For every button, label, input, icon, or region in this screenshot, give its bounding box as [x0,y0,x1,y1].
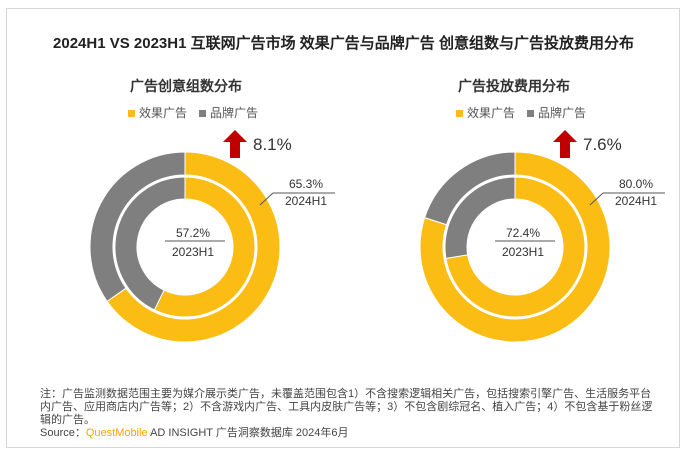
frame [6,8,680,448]
leader-line [589,192,604,206]
left-legend: 效果广告 品牌广告 [128,104,258,121]
note-text: 注：广告监测数据范围主要为媒介展示类广告，未覆盖范围包含1）不含搜索逻辑相关广告… [40,388,653,426]
slice-effect-2023H1 [153,176,256,318]
growth-value: 7.6% [583,135,622,154]
slice-effect-2024H1 [106,151,281,343]
legend-brand: 品牌广告 [527,104,586,121]
right-chart-title: 广告投放费用分布 [458,78,570,94]
source-line: Source：QuestMobile AD INSIGHT 广告洞察数据库 20… [40,427,349,439]
footnote: 注：广告监测数据范围主要为媒介展示类广告，未覆盖范围包含1）不含搜索逻辑相关广告… [40,388,660,440]
label-2023-year: 2023H1 [502,245,544,259]
label-2024-value: 80.0% [619,177,653,191]
label-2024-value: 65.3% [289,177,323,191]
label-2023-value: 57.2% [176,226,210,240]
slice-brand-2024H1 [89,151,186,303]
chart-title: 2024H1 VS 2023H1 互联网广告市场 效果广告与品牌广告 创意组数与… [53,35,634,52]
up-arrow-icon [223,130,247,158]
slice-effect-2023H1 [445,176,586,318]
slice-brand-2024H1 [424,151,516,226]
label-2023-value: 72.4% [506,226,540,240]
legend-effect: 效果广告 [128,104,187,121]
legend-effect: 效果广告 [456,104,515,121]
right-legend: 效果广告 品牌广告 [456,104,586,121]
legend-brand: 品牌广告 [199,104,258,121]
label-2024-year: 2024H1 [615,194,657,208]
left-chart-title: 广告创意组数分布 [130,78,242,94]
slice-brand-2023H1 [114,176,186,311]
slice-effect-2024H1 [419,151,611,343]
label-2023-year: 2023H1 [172,245,214,259]
leader-line [259,192,274,206]
growth-value: 8.1% [253,135,292,154]
up-arrow-icon [553,130,577,158]
label-2024-year: 2024H1 [285,194,327,208]
slice-brand-2023H1 [444,176,516,259]
